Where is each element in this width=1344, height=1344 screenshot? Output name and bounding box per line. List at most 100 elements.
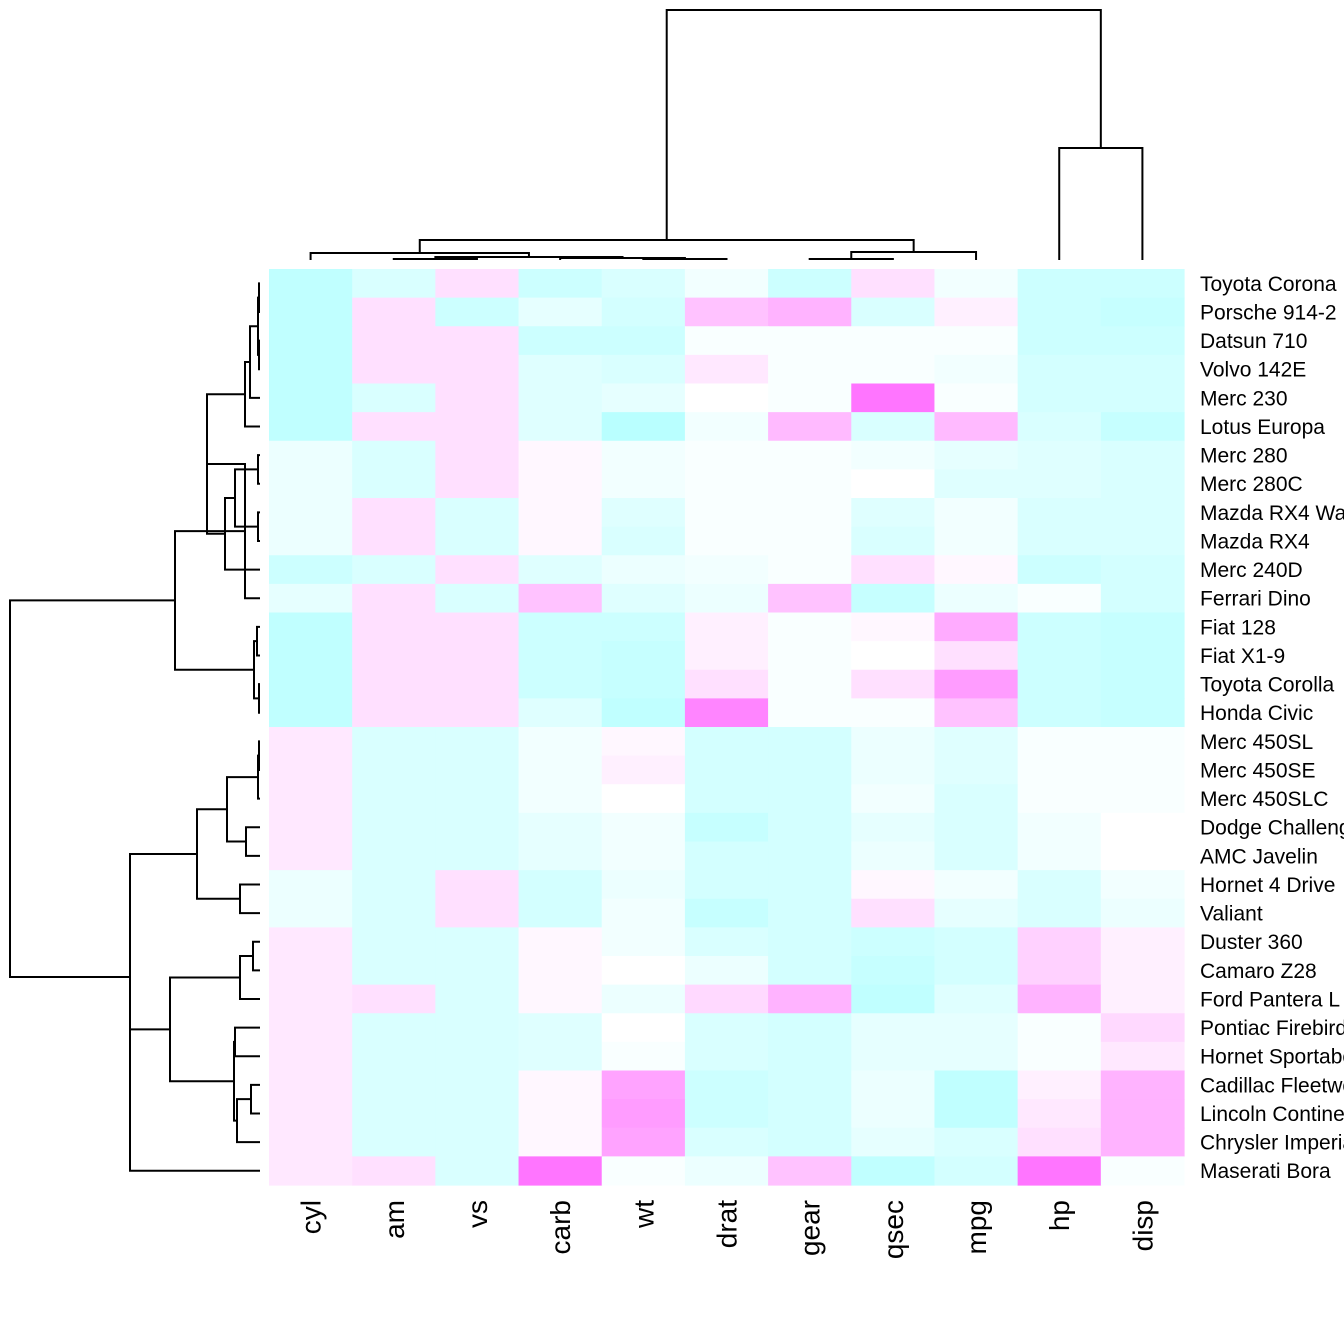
heatmap-cell (934, 698, 1019, 728)
heatmap-cell (684, 555, 769, 585)
heatmap-cell (1100, 641, 1185, 671)
dendrogram-branch (174, 530, 254, 671)
heatmap-cell (851, 1070, 936, 1100)
heatmap-cell (1100, 1127, 1185, 1157)
heatmap-cell (934, 784, 1019, 814)
heatmap-cell (352, 326, 436, 356)
heatmap-cell (851, 269, 936, 299)
heatmap-cell (684, 469, 769, 499)
heatmap-cell (1017, 583, 1102, 614)
heatmap-cell (1100, 354, 1185, 385)
heatmap-cell (768, 755, 852, 785)
heatmap-cell (518, 984, 603, 1014)
heatmap-cell (352, 1013, 436, 1043)
heatmap-cell (768, 1070, 852, 1100)
heatmap-cell (601, 727, 686, 757)
heatmap-cell (1100, 1099, 1185, 1129)
heatmap-cell (518, 354, 603, 385)
heatmap-cell (1100, 612, 1185, 642)
heatmap-cell (684, 812, 769, 843)
heatmap-cell (934, 383, 1019, 413)
heatmap-cell (601, 583, 686, 614)
heatmap-cell (1017, 1127, 1102, 1157)
dendrogram-branch (252, 940, 260, 972)
heatmap-cell (768, 956, 852, 986)
heatmap-cell (684, 1013, 769, 1043)
heatmap-cell (934, 755, 1019, 785)
heatmap-cell (1017, 383, 1102, 413)
heatmap-cell (435, 555, 520, 585)
heatmap-cell (768, 870, 852, 900)
heatmap-cell (269, 698, 353, 728)
dendrogram-branch (258, 740, 260, 771)
heatmap-cell (1017, 727, 1102, 757)
heatmap-cell (934, 1070, 1019, 1100)
heatmap-cell (934, 412, 1019, 442)
heatmap-cell (269, 669, 353, 699)
row-label: Duster 360 (1200, 931, 1303, 954)
dendrogram-branch (249, 325, 260, 399)
heatmap-cell (851, 698, 936, 728)
heatmap-cell (851, 898, 936, 928)
heatmap-cell (851, 297, 936, 327)
column-label: vs (462, 1200, 493, 1228)
heatmap-cell (269, 784, 353, 814)
heatmap-cell (851, 469, 936, 499)
heatmap-cell (518, 1099, 603, 1129)
heatmap-cell (601, 956, 686, 986)
heatmap-cell (1100, 412, 1185, 442)
dendrogram-branch (244, 361, 260, 428)
heatmap-cell (851, 1099, 936, 1129)
heatmap-cell (1017, 1156, 1102, 1186)
heatmap-cell (601, 326, 686, 356)
heatmap-cell (269, 440, 353, 470)
heatmap-cell (684, 927, 769, 957)
heatmap-cell (684, 412, 769, 442)
row-label: Pontiac Firebird (1200, 1017, 1344, 1040)
heatmap-cell (934, 1156, 1019, 1186)
heatmap-cell (851, 727, 936, 757)
heatmap-cell (1017, 1013, 1102, 1043)
heatmap-cell (601, 641, 686, 671)
heatmap-cell (1100, 1070, 1185, 1100)
heatmap-cell (518, 469, 603, 499)
row-label: Honda Civic (1200, 702, 1313, 725)
heatmap-cell (768, 555, 852, 585)
heatmap-cell (684, 526, 769, 556)
heatmap-cell (851, 784, 936, 814)
heatmap-cell (269, 984, 353, 1014)
row-label: Merc 280 (1200, 445, 1288, 468)
column-dendrogram (309, 9, 1144, 260)
heatmap-cell (269, 1041, 353, 1072)
heatmap-cell (768, 326, 852, 356)
heatmap-cell (435, 898, 520, 928)
heatmap-cell (518, 269, 603, 299)
heatmap-cell (1017, 698, 1102, 728)
row-labels: Toyota Corona Porsche 914-2 Datsun 710 Volv… (1200, 273, 1344, 1183)
heatmap-cell (934, 297, 1019, 327)
heatmap-cell (518, 612, 603, 642)
heatmap-cell (768, 927, 852, 957)
row-label: Merc 450SE (1200, 759, 1316, 782)
heatmap-cell (934, 1127, 1019, 1157)
heatmap-cell (1017, 755, 1102, 785)
heatmap-cell (684, 870, 769, 900)
dendrogram-branch (642, 258, 728, 260)
heatmap-cell (1100, 498, 1185, 528)
heatmap-cell (352, 469, 436, 499)
heatmap-cell (768, 526, 852, 556)
heatmap-cell (435, 612, 520, 642)
heatmap-cell (518, 1127, 603, 1157)
heatmap-cell (435, 784, 520, 814)
heatmap-cell (269, 1013, 353, 1043)
heatmap-cell (684, 383, 769, 413)
heatmap-cell (435, 927, 520, 957)
heatmap-cell (518, 440, 603, 470)
heatmap-cell (352, 412, 436, 442)
heatmap-cell (518, 698, 603, 728)
heatmap-cell (1017, 1099, 1102, 1129)
row-label: Mazda RX4 (1200, 530, 1310, 553)
row-label: AMC Javelin (1200, 845, 1318, 868)
heatmap-cell (1017, 326, 1102, 356)
dendrogram-branch (808, 258, 894, 260)
